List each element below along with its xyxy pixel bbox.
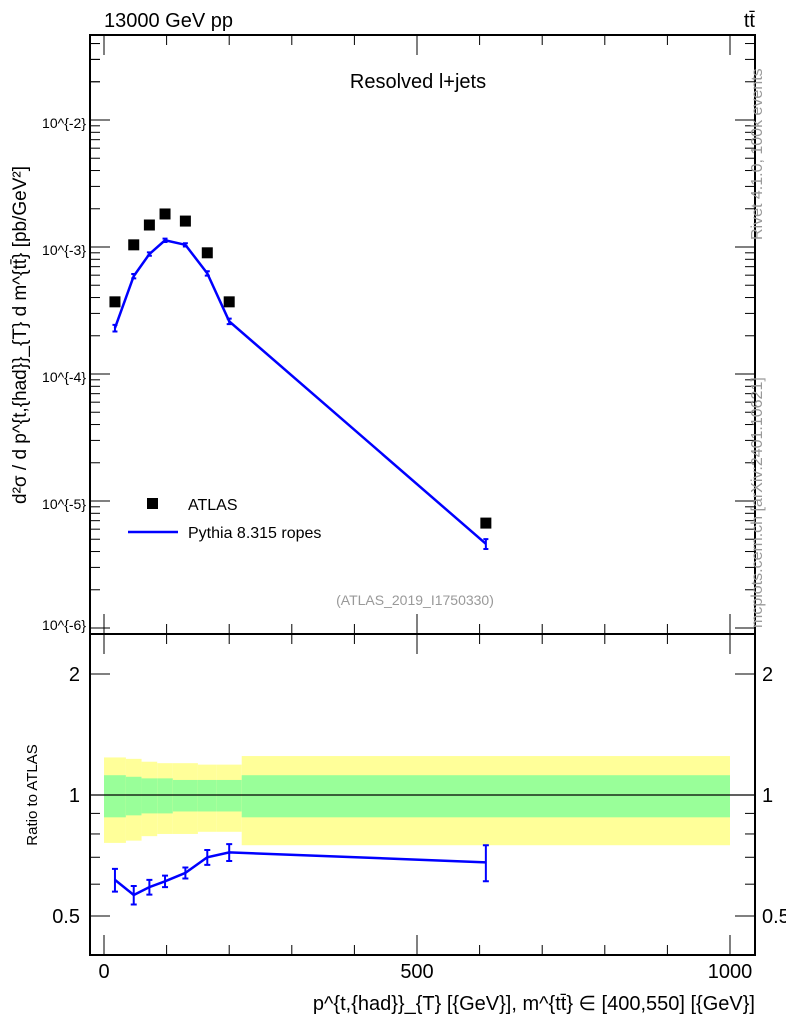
ratio-errorbar bbox=[226, 843, 233, 863]
legend-atlas-label: ATLAS bbox=[188, 497, 238, 514]
x-tick-label: 1000 bbox=[708, 961, 753, 983]
xlabel: p^{t,{had}}_{T} [{GeV}], m^{tt̄} ∈ [400,… bbox=[313, 993, 755, 1015]
header-right: tt̄ bbox=[744, 10, 756, 32]
rivet-label: Rivet 4.1.0, 100k events bbox=[749, 68, 766, 240]
y-tick-label: 10^{-3} bbox=[42, 242, 86, 258]
legend: ATLAS Pythia 8.315 ropes bbox=[128, 497, 321, 542]
atlas-point bbox=[128, 239, 140, 251]
ratio-y-tick-label-right: 1 bbox=[762, 785, 773, 807]
uncertainty-band-green bbox=[241, 775, 730, 818]
ratio-y-tick-label-right: 2 bbox=[762, 664, 773, 686]
atlas-point bbox=[109, 296, 121, 308]
ratio-y-tick-label: 0.5 bbox=[52, 906, 80, 928]
ratio-errorbar bbox=[482, 844, 489, 883]
ratio-y-tick-label-right: 0.5 bbox=[762, 906, 786, 928]
pythia-errorbar bbox=[131, 272, 137, 280]
analysis-label: (ATLAS_2019_I1750330) bbox=[336, 592, 494, 608]
ratio-ylabel: Ratio to ATLAS bbox=[24, 744, 41, 845]
ratio-y-tick-label: 1 bbox=[69, 785, 80, 807]
pythia-errorbar bbox=[112, 323, 118, 333]
atlas-point bbox=[480, 517, 492, 529]
ratio-y-tick-label: 2 bbox=[69, 664, 80, 686]
pythia-errorbar bbox=[226, 317, 232, 326]
mcplots-label: mcplots.cern.ch [arXiv:2401.10621] bbox=[749, 377, 766, 628]
x-tick-label: 500 bbox=[400, 961, 433, 983]
x-tick-label: 0 bbox=[98, 961, 109, 983]
legend-atlas-marker bbox=[147, 498, 158, 509]
ratio-errorbar bbox=[111, 867, 118, 893]
pythia-errorbar bbox=[483, 538, 489, 551]
y-tick-label: 10^{-2} bbox=[42, 115, 86, 131]
uncertainty-band-green bbox=[197, 779, 217, 812]
ratio-errorbar bbox=[130, 884, 137, 906]
pythia-errorbar bbox=[182, 242, 188, 248]
atlas-point bbox=[201, 247, 213, 259]
uncertainty-band-green bbox=[172, 779, 198, 812]
uncertainty-band-green bbox=[104, 775, 126, 818]
y-tick-label: 10^{-4} bbox=[42, 369, 86, 385]
pythia-line bbox=[113, 238, 487, 545]
chart-title: Resolved l+jets bbox=[350, 71, 486, 93]
uncertainty-band-green bbox=[141, 778, 158, 814]
y-tick-label: 10^{-6} bbox=[42, 617, 86, 633]
uncertainty-band-green bbox=[216, 779, 242, 812]
upper-frame bbox=[89, 34, 756, 635]
pythia-errorbar bbox=[146, 251, 152, 257]
ratio-errorbar bbox=[146, 878, 153, 896]
header-left: 13000 GeV pp bbox=[104, 10, 233, 32]
ratio-errorbar bbox=[204, 848, 211, 866]
ratio-line bbox=[114, 851, 486, 897]
legend-pythia-label: Pythia 8.315 ropes bbox=[188, 525, 321, 542]
uncertainty-band-green bbox=[125, 776, 142, 816]
pythia-errorbar bbox=[204, 270, 210, 277]
ratio-errorbar bbox=[162, 874, 169, 889]
upper-ylabel: d²σ / d p^{t,{had}}_{T} d m^{tt̄} [pb/Ge… bbox=[10, 166, 31, 504]
atlas-point bbox=[143, 219, 155, 231]
atlas-point bbox=[223, 296, 235, 308]
atlas-point bbox=[179, 215, 191, 227]
atlas-point bbox=[159, 208, 171, 220]
pythia-errorbar bbox=[162, 237, 168, 243]
ratio-errorbar bbox=[182, 866, 189, 880]
y-tick-label: 10^{-5} bbox=[42, 496, 86, 512]
uncertainty-band-green bbox=[157, 778, 173, 814]
